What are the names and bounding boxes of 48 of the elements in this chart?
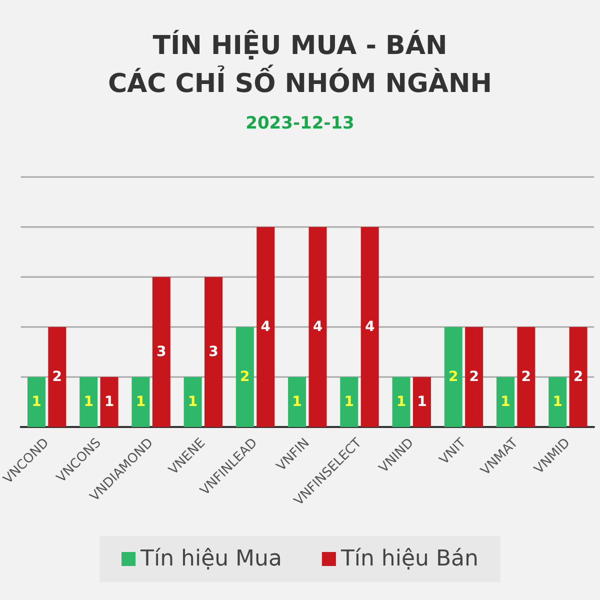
bar (360, 227, 379, 427)
data-label: 4 (364, 319, 375, 335)
bar (517, 327, 536, 427)
data-label: 1 (32, 394, 42, 410)
legend-label: Tín hiệu Bán (340, 546, 478, 572)
data-label: 1 (104, 394, 114, 410)
data-label: 1 (136, 394, 146, 410)
data-label: 4 (260, 319, 271, 335)
data-label: 2 (573, 369, 584, 385)
chart-subtitle: 2023-12-13 (246, 114, 354, 134)
data-label: 3 (208, 344, 218, 360)
bar (465, 327, 484, 427)
chart-title: TÍN HIỆU MUA - BÁN CÁC CHỈ SỐ NHÓM NGÀNH (108, 29, 492, 99)
data-label: 2 (521, 369, 532, 385)
bar (27, 377, 46, 427)
bar (48, 327, 66, 427)
bar (412, 377, 431, 427)
bar (100, 377, 118, 427)
data-label: 3 (156, 344, 166, 360)
data-label: 1 (417, 394, 427, 410)
bar (132, 377, 150, 427)
bar (152, 277, 170, 427)
data-label: 2 (448, 369, 458, 385)
legend-label: Tín hiệu Mua (140, 546, 282, 572)
data-label: 1 (396, 394, 406, 410)
bar (236, 327, 254, 427)
data-label: 1 (292, 394, 302, 410)
bar (444, 327, 462, 427)
data-label: 1 (500, 394, 510, 410)
data-label: 2 (240, 369, 250, 385)
data-label: 2 (52, 369, 62, 385)
data-label: 1 (84, 394, 94, 410)
bar (204, 277, 223, 427)
bar (496, 377, 514, 427)
bar (392, 377, 410, 427)
data-label: 1 (344, 394, 354, 410)
data-label: 1 (188, 394, 198, 410)
data-label: 2 (469, 369, 479, 385)
bar (569, 327, 588, 427)
bar (184, 377, 202, 427)
data-label: 1 (552, 394, 562, 410)
bar (256, 227, 275, 427)
bar (548, 377, 567, 427)
bar (308, 227, 327, 427)
bar (80, 377, 98, 427)
data-label: 4 (312, 319, 323, 335)
bar (340, 377, 358, 427)
bar (288, 377, 306, 427)
